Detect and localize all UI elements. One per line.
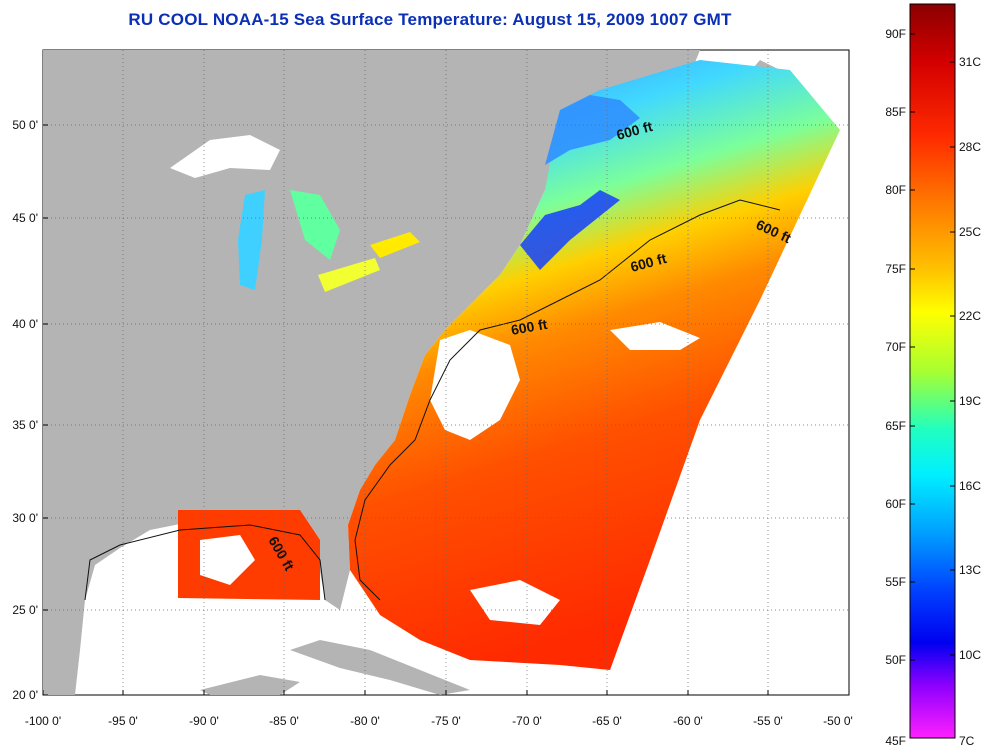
colorbar-f-label: 70F — [885, 340, 906, 354]
lon-tick-label: -60 0' — [673, 714, 703, 728]
cloud-patch-east — [610, 322, 700, 350]
coastline-gulf — [84, 524, 326, 601]
colorbar-c-label: 16C — [959, 479, 981, 493]
lon-tick-label: -80 0' — [350, 714, 380, 728]
sst-cold-st-lawrence — [545, 95, 640, 165]
lon-tick-label: -55 0' — [753, 714, 783, 728]
colorbar-c-label: 7C — [959, 734, 975, 748]
lat-tick-label: 25 0' — [12, 603, 38, 617]
lon-tick-label: -100 0' — [25, 714, 61, 728]
colorbar-f-label: 75F — [885, 262, 906, 276]
colorbar-c-label: 10C — [959, 648, 981, 662]
cloud-patch-gulf — [200, 535, 255, 585]
lat-tick-label: 20 0' — [12, 688, 38, 702]
colorbar-c-label: 22C — [959, 309, 981, 323]
cloud-patch-bahamas — [470, 580, 560, 625]
colorbar: 90F 85F 80F 75F 70F 65F 60F 55F 50F 45F … — [885, 3, 981, 748]
sst-cold-gulf-of-maine — [520, 190, 620, 270]
great-lake-ontario — [370, 232, 420, 258]
colorbar-f-label: 80F — [885, 183, 906, 197]
colorbar-f-label: 45F — [885, 734, 906, 748]
map-title: RU COOL NOAA-15 Sea Surface Temperature:… — [128, 10, 732, 29]
great-lake-michigan — [238, 190, 265, 290]
contour-600ft — [354, 199, 781, 601]
land-mass-north-america — [43, 50, 700, 695]
sst-swath-atlantic — [348, 60, 840, 670]
colorbar-c-label: 25C — [959, 225, 981, 239]
contour-label-4: 600 ft — [510, 316, 549, 338]
land-mass-hispaniola — [200, 675, 300, 695]
lat-tick-label: 40 0' — [12, 317, 38, 331]
colorbar-c-label: 28C — [959, 140, 981, 154]
lon-tick-label: -75 0' — [431, 714, 461, 728]
latitude-axis: 50 0' 45 0' 40 0' 35 0' 30 0' 25 0' 20 0… — [12, 118, 38, 702]
land-mass-cuba — [290, 640, 470, 695]
longitude-axis: -100 0' -95 0' -90 0' -85 0' -80 0' -75 … — [25, 714, 853, 728]
lat-tick-label: 30 0' — [12, 511, 38, 525]
lat-tick-label: 50 0' — [12, 118, 38, 132]
lon-tick-label: -65 0' — [592, 714, 622, 728]
colorbar-c-label: 31C — [959, 55, 981, 69]
colorbar-f-label: 85F — [885, 105, 906, 119]
great-lake-huron — [290, 190, 340, 260]
colorbar-f-label: 90F — [885, 27, 906, 41]
colorbar-f-label: 65F — [885, 419, 906, 433]
colorbar-f-label: 50F — [885, 653, 906, 667]
colorbar-f-label: 60F — [885, 497, 906, 511]
lon-tick-label: -95 0' — [108, 714, 138, 728]
colorbar-c-label: 19C — [959, 394, 981, 408]
lon-tick-label: -85 0' — [269, 714, 299, 728]
lon-tick-label: -70 0' — [512, 714, 542, 728]
lon-tick-label: -50 0' — [823, 714, 853, 728]
colorbar-f-label: 55F — [885, 575, 906, 589]
great-lake-superior — [170, 135, 280, 178]
axis-ticks — [42, 124, 850, 696]
colorbar-gradient — [909, 3, 956, 739]
lon-tick-label: -90 0' — [189, 714, 219, 728]
colorbar-c-label: 13C — [959, 563, 981, 577]
lat-tick-label: 45 0' — [12, 211, 38, 225]
lat-tick-label: 35 0' — [12, 418, 38, 432]
great-lake-erie — [318, 258, 380, 292]
